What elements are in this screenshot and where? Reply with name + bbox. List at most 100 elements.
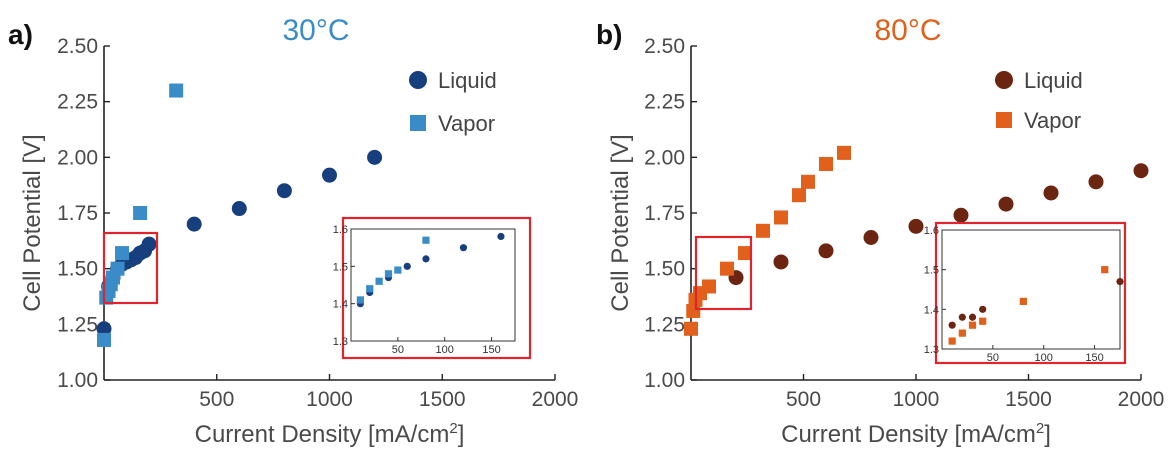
chart-panel-a: 1.00 1.25 1.50 1.75 2.00 2.25 2.50 500 1000 1500 2… [8, 14, 578, 448]
y-tick-label: 1.75 [57, 202, 98, 225]
data-point [322, 167, 337, 183]
data-point [818, 243, 834, 259]
inset-y-tick-label: 1.4 [333, 299, 348, 311]
chart-title: 80°C [874, 14, 941, 47]
inset-x-tick-label: 150 [482, 344, 500, 356]
inset-y-tick-label: 1.4 [924, 304, 939, 316]
inset-data-point [1019, 297, 1027, 305]
inset-x-tick-label: 50 [987, 352, 999, 364]
inset-data-point [422, 236, 430, 244]
data-point [169, 83, 184, 98]
y-axis-label: Cell Potential [V] [607, 134, 634, 311]
data-point [97, 332, 111, 347]
inset-chart: 1.3 1.4 1.5 1.6 50 100 150 [924, 221, 1127, 365]
x-axis-label: Current Density [mA/cm2] [195, 420, 465, 448]
panel-label: b) [596, 19, 622, 50]
data-point [720, 261, 734, 276]
data-point [367, 149, 383, 165]
inset-data-point [422, 255, 430, 263]
x-tick-label: 1500 [1005, 388, 1052, 411]
data-point [801, 174, 815, 189]
inset-data-point [1116, 277, 1124, 286]
y-axis-label: Cell Potential [V] [19, 134, 46, 311]
inset-x-tick-label: 100 [1035, 352, 1053, 364]
data-point [756, 223, 770, 238]
x-tick-label: 500 [199, 388, 234, 411]
chart-panel-b: 1.00 1.25 1.50 1.75 2.00 2.25 2.50 500 1000 1500 2… [596, 14, 1164, 448]
data-point [863, 229, 879, 245]
y-tick-label: 2.25 [57, 91, 98, 114]
inset-data-point [366, 285, 374, 293]
data-point [133, 206, 148, 220]
inset-y-tick-label: 1.3 [333, 336, 348, 348]
inset-data-point [968, 321, 977, 329]
x-tick-label: 1000 [893, 388, 940, 411]
data-point [1133, 163, 1149, 179]
x-tick-label: 2000 [1118, 388, 1165, 411]
inset-data-point [979, 317, 987, 325]
y-tick-label: 2.50 [644, 35, 685, 58]
y-tick-label: 1.25 [57, 313, 98, 336]
inset-data-point [459, 244, 468, 252]
data-point [774, 210, 788, 225]
inset-y-tick-label: 1.3 [924, 344, 939, 356]
inset-data-point [979, 305, 987, 313]
x-tick-label: 1000 [306, 388, 353, 411]
inset-frame [350, 228, 516, 342]
data-point [953, 207, 969, 223]
inset-border [341, 216, 532, 360]
data-point [819, 157, 833, 172]
inset-data-point [1101, 266, 1109, 274]
inset-y-tick-label: 1.6 [924, 225, 939, 237]
y-tick-label: 2.50 [57, 35, 98, 58]
data-point [1088, 174, 1104, 190]
legend-label: Vapor [1024, 108, 1081, 133]
legend-label: Liquid [438, 68, 497, 93]
inset-data-point [403, 262, 411, 270]
data-point [1043, 185, 1059, 201]
y-tick-label: 1.50 [57, 258, 98, 281]
data-point [231, 201, 247, 217]
legend-marker [409, 71, 427, 89]
data-point [96, 321, 112, 337]
data-point [684, 321, 698, 336]
panel-label: a) [8, 19, 33, 50]
inset-chart: 1.3 1.4 1.5 1.6 50 100 150 [333, 216, 532, 360]
x-tick-label: 2000 [532, 388, 579, 411]
inset-x-tick-label: 150 [1085, 352, 1103, 364]
inset-x-tick-label: 50 [392, 344, 404, 356]
data-point [792, 188, 806, 203]
data-point [276, 183, 292, 199]
y-tick-label: 1.00 [57, 369, 98, 392]
inset-data-point [394, 266, 402, 274]
legend-marker [995, 71, 1013, 89]
y-tick-label: 2.00 [57, 146, 98, 169]
zoom-region-box [102, 231, 159, 305]
series-vapor [684, 145, 851, 336]
data-point [702, 279, 716, 294]
x-axis-label: Current Density [mA/cm2] [781, 420, 1051, 448]
series-liquid [728, 163, 1149, 286]
inset-data-point [356, 296, 364, 304]
legend-marker [996, 112, 1012, 128]
x-tick-label: 500 [786, 388, 821, 411]
inset-y-tick-label: 1.6 [333, 224, 348, 236]
data-point [186, 216, 202, 232]
inset-x-tick-label: 100 [436, 344, 454, 356]
zoom-region-box [694, 235, 753, 311]
data-point [141, 236, 157, 252]
inset-data-point [497, 232, 505, 241]
x-tick-label: 1500 [419, 388, 466, 411]
data-point [110, 261, 125, 276]
y-tick-label: 1.25 [644, 313, 685, 336]
inset-data-point [384, 270, 393, 278]
y-tick-label: 1.75 [644, 202, 685, 225]
inset-y-tick-label: 1.5 [924, 265, 939, 277]
inset-data-point [958, 329, 966, 337]
legend-label: Liquid [1024, 68, 1083, 93]
data-point [908, 218, 924, 234]
inset-data-point [948, 337, 956, 345]
inset-data-point [958, 313, 966, 321]
data-point [115, 246, 130, 261]
